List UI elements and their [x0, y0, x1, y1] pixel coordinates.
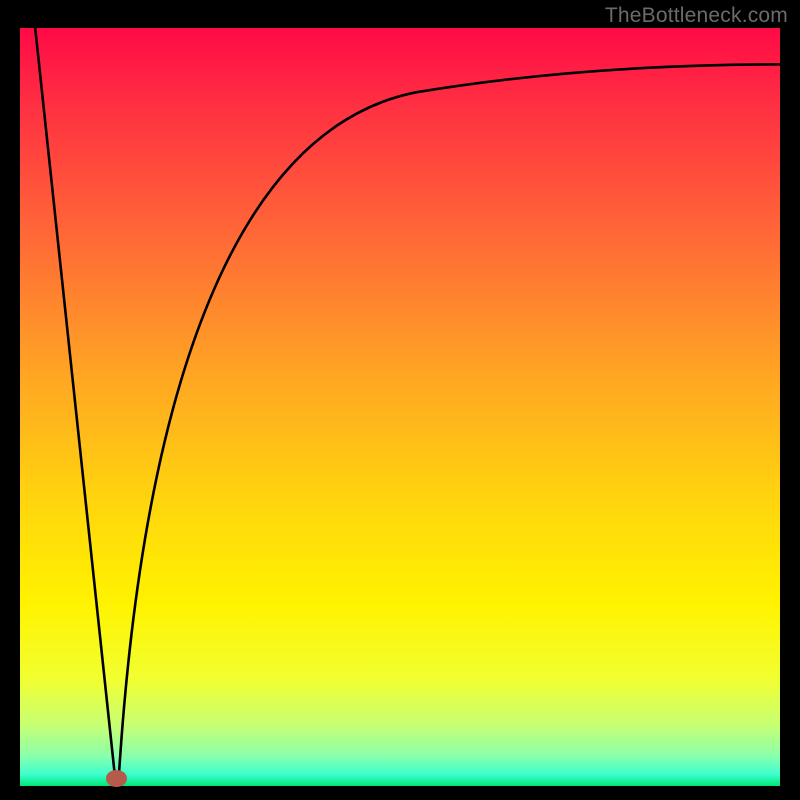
chart-container: TheBottleneck.com — [0, 0, 800, 800]
curve-svg — [20, 28, 780, 786]
minimum-marker — [106, 770, 127, 787]
watermark-text: TheBottleneck.com — [605, 4, 788, 28]
bottleneck-curve — [35, 28, 780, 777]
chart-frame — [20, 28, 780, 786]
